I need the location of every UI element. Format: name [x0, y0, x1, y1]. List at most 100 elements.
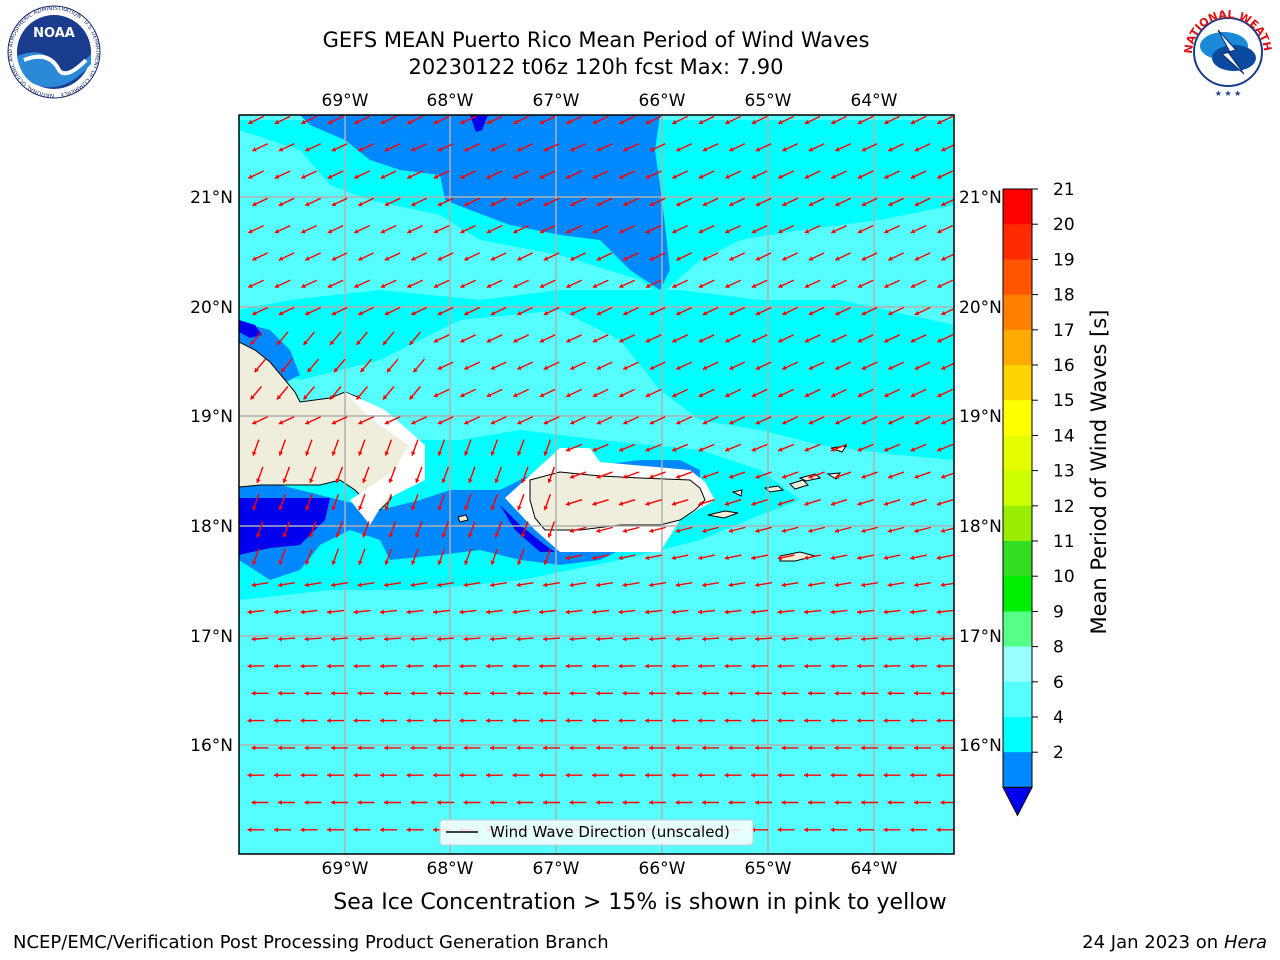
wave-direction-arrow: [569, 636, 587, 642]
wave-direction-arrow: [490, 548, 499, 566]
wave-direction-arrow: [755, 143, 772, 152]
wave-direction-arrow: [777, 827, 795, 833]
wave-direction-arrow: [305, 493, 313, 511]
wave-direction-arrow: [433, 718, 450, 724]
wave-direction-arrow: [301, 279, 317, 289]
wave-direction-arrow: [358, 548, 366, 566]
footer-host: Hera: [1223, 932, 1267, 953]
colorbar-swatch: [1003, 294, 1032, 331]
wave-direction-arrow: [565, 554, 583, 561]
wave-direction-arrow: [251, 582, 269, 588]
wave-direction-arrow: [781, 690, 799, 696]
wave-direction-arrow: [543, 416, 560, 425]
wave-direction-arrow: [830, 718, 848, 724]
wave-direction-arrow: [354, 224, 370, 234]
latitude-labels-left: 21°N 20°N 19°N 18°N 17°N 16°N: [190, 188, 233, 756]
wave-direction-arrow: [460, 115, 476, 125]
period-band-under-2-e: [239, 320, 262, 338]
wave-direction-arrow: [543, 548, 552, 566]
wave-direction-arrow: [384, 690, 401, 696]
wave-direction-arrow: [778, 388, 794, 398]
wave-direction-arrow: [415, 466, 423, 484]
wave-direction-arrow: [256, 466, 264, 484]
wave-direction-arrow: [333, 358, 346, 373]
wave-direction-arrow: [777, 499, 795, 506]
wave-direction-arrow: [566, 279, 582, 289]
colorbar-tick-label: 11: [1053, 532, 1075, 552]
wave-direction-arrow: [248, 115, 264, 125]
wave-direction-arrow: [834, 471, 852, 479]
wave-direction-arrow: [513, 388, 529, 398]
wave-direction-arrow: [592, 224, 609, 234]
wave-direction-arrow: [936, 609, 954, 615]
wind-wave-arrows: [247, 115, 954, 833]
wave-direction-arrow: [326, 663, 345, 669]
wave-direction-arrow: [274, 718, 291, 724]
wave-direction-arrow: [751, 170, 768, 179]
wave-direction-arrow: [486, 718, 503, 724]
wave-direction-arrow: [830, 609, 848, 615]
wave-direction-arrow: [513, 279, 529, 289]
wave-direction-arrow: [303, 331, 315, 346]
wave-direction-arrow: [411, 197, 427, 207]
wave-direction-arrow: [274, 827, 291, 833]
wave-direction-arrow: [570, 252, 586, 261]
colorbar-swatch: [1003, 470, 1032, 507]
wave-direction-arrow: [464, 197, 480, 207]
island-culebra: [731, 489, 743, 497]
colorbar-tick-label: 6: [1053, 673, 1064, 693]
latitude-labels-right: 21°N 20°N 19°N 18°N 17°N 16°N: [959, 188, 1002, 756]
wave-direction-arrow: [358, 493, 366, 511]
wave-direction-arrow: [459, 663, 477, 669]
wave-direction-arrow: [649, 252, 666, 261]
wave-direction-arrow: [521, 521, 529, 538]
colorbar-tick-label: 21: [1053, 180, 1075, 200]
wave-direction-arrow: [755, 416, 772, 425]
wave-direction-arrow: [751, 772, 768, 778]
wave-direction-arrow: [407, 224, 423, 234]
wave-direction-arrow: [565, 718, 583, 724]
wave-direction-arrow: [278, 745, 295, 751]
wave-direction-arrow: [888, 143, 904, 152]
wave-direction-arrow: [566, 224, 582, 234]
wave-direction-arrow: [388, 521, 397, 538]
colorbar-swatch: [1003, 505, 1032, 542]
wave-direction-arrow: [460, 279, 476, 289]
wave-direction-arrow: [857, 443, 874, 452]
wave-direction-arrow: [543, 306, 560, 316]
wave-direction-arrow: [252, 306, 268, 316]
wave-direction-arrow: [433, 772, 450, 778]
legend: Wind Wave Direction (unscaled): [439, 819, 754, 846]
colorbar-swatch: [1003, 611, 1032, 648]
wave-direction-arrow: [887, 416, 905, 425]
wave-direction-arrow: [702, 143, 719, 152]
wave-direction-arrow: [701, 636, 720, 642]
wave-direction-arrow: [914, 745, 931, 751]
wave-direction-arrow: [512, 772, 530, 778]
wave-direction-arrow: [725, 334, 741, 343]
wave-direction-arrow: [782, 306, 798, 316]
wave-direction-arrow: [702, 526, 719, 534]
wave-direction-arrow: [698, 554, 715, 561]
wave-direction-arrow: [410, 582, 428, 588]
wave-direction-arrow: [538, 663, 557, 669]
wave-direction-arrow: [808, 416, 825, 425]
wave-direction-arrow: [486, 170, 503, 179]
colorbar-swatch: [1003, 752, 1032, 788]
wave-direction-arrow: [301, 115, 317, 125]
lon-label-bottom: 65°W: [745, 859, 792, 879]
wave-direction-arrow: [728, 416, 746, 425]
wave-direction-arrow: [676, 143, 692, 152]
colorbar-swatch: [1003, 681, 1032, 718]
wave-direction-arrow: [619, 279, 635, 289]
wave-direction-arrow: [252, 252, 268, 261]
wave-direction-arrow: [512, 609, 530, 615]
wave-direction-arrow: [781, 745, 799, 751]
wave-direction-arrow: [330, 636, 349, 642]
lon-label-top: 65°W: [745, 91, 792, 111]
wave-direction-arrow: [353, 663, 371, 669]
wave-direction-arrow: [910, 115, 927, 125]
wave-direction-arrow: [803, 609, 822, 615]
wave-direction-arrow: [388, 466, 397, 484]
wave-direction-arrow: [592, 772, 609, 778]
